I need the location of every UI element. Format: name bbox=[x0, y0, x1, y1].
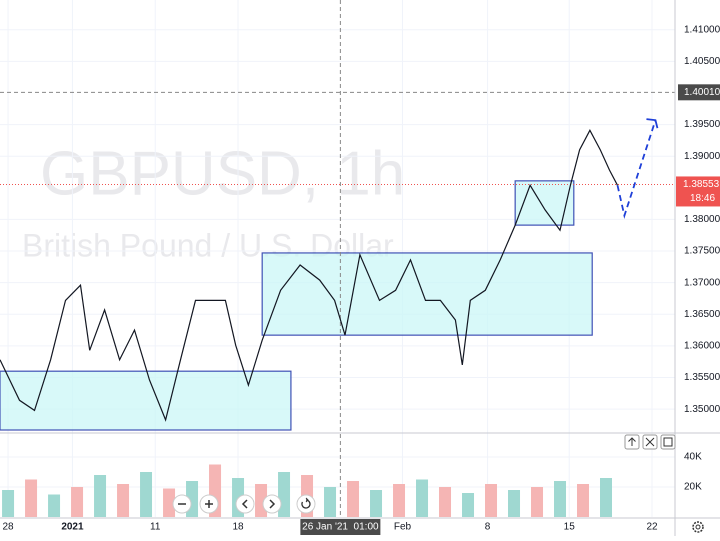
y-tick-label: 1.36500 bbox=[684, 309, 720, 320]
volume-bar bbox=[2, 490, 15, 517]
y-tick-label: 1.37000 bbox=[684, 277, 720, 288]
volume-bar bbox=[508, 490, 521, 517]
y-tick-label: 1.39500 bbox=[684, 119, 720, 130]
x-tick-label: 11 bbox=[150, 522, 161, 533]
volume-bar bbox=[347, 481, 360, 517]
crosshair-price-tag bbox=[678, 84, 720, 101]
y-tick-label: 1.37500 bbox=[684, 246, 720, 257]
volume-bar bbox=[462, 493, 475, 517]
volume-bar bbox=[71, 487, 84, 517]
countdown-label: 18:46 bbox=[690, 193, 715, 204]
volume-bar bbox=[117, 484, 130, 517]
volume-tick-label: 20K bbox=[684, 482, 702, 493]
volume-bar bbox=[416, 479, 429, 517]
zone bbox=[0, 370, 292, 431]
x-tick-label: 18 bbox=[232, 522, 244, 533]
volume-tick-label: 40K bbox=[684, 452, 702, 463]
zone bbox=[261, 252, 593, 336]
last-price-tag bbox=[676, 176, 720, 207]
last-price-label: 1.38553 bbox=[683, 179, 720, 190]
volume-bar bbox=[531, 487, 544, 517]
crosshair-price-label: 1.40010 bbox=[684, 87, 720, 98]
y-tick-label: 1.39000 bbox=[684, 151, 720, 162]
scroll-right-button[interactable] bbox=[262, 494, 282, 514]
volume-bar bbox=[140, 472, 153, 517]
volume-bar bbox=[25, 479, 38, 517]
price-line bbox=[0, 129, 619, 422]
x-tick-label: 15 bbox=[564, 522, 576, 533]
volume-bar bbox=[163, 488, 176, 517]
x-tick-label: 2021 bbox=[61, 522, 84, 533]
volume-bar bbox=[48, 494, 61, 517]
pane-maximize-button[interactable] bbox=[660, 434, 676, 450]
zoom-in-button[interactable] bbox=[199, 494, 219, 514]
volume-bar bbox=[393, 484, 406, 517]
y-tick-label: 1.35000 bbox=[684, 404, 720, 415]
scroll-left-button[interactable] bbox=[235, 494, 255, 514]
volume-bar bbox=[324, 487, 337, 517]
x-tick-label: 8 bbox=[485, 522, 491, 533]
projection-line bbox=[616, 119, 657, 219]
y-tick-label: 1.40500 bbox=[684, 56, 720, 67]
y-tick-label: 1.38000 bbox=[684, 214, 720, 225]
volume-bar bbox=[278, 472, 291, 517]
x-tick-label: 22 bbox=[646, 522, 658, 533]
pane-up-button[interactable] bbox=[624, 434, 640, 450]
crosshair-time-label: 26 Jan '21 01:00 bbox=[302, 522, 379, 533]
y-tick-label: 1.36000 bbox=[684, 341, 720, 352]
x-tick-label: 28 bbox=[2, 522, 14, 533]
zoom-out-button[interactable] bbox=[172, 494, 192, 514]
zone bbox=[514, 180, 575, 226]
crosshair-time-tag bbox=[300, 519, 381, 535]
x-tick-label: Feb bbox=[394, 522, 412, 533]
volume-bar bbox=[370, 490, 383, 517]
settings-button[interactable] bbox=[692, 521, 704, 533]
volume-bar bbox=[94, 475, 107, 517]
y-tick-label: 1.35500 bbox=[684, 372, 720, 383]
volume-bar bbox=[577, 484, 590, 517]
volume-bar bbox=[439, 487, 452, 517]
y-tick-label: 1.41000 bbox=[684, 24, 720, 35]
pane-close-button[interactable] bbox=[642, 434, 658, 450]
projection-arrowhead bbox=[646, 118, 659, 129]
volume-bar bbox=[485, 484, 498, 517]
watermark-title: GBPUSD, 1h bbox=[40, 139, 405, 208]
reset-button[interactable] bbox=[296, 494, 316, 514]
volume-bar bbox=[600, 478, 613, 517]
volume-bar bbox=[554, 481, 567, 517]
